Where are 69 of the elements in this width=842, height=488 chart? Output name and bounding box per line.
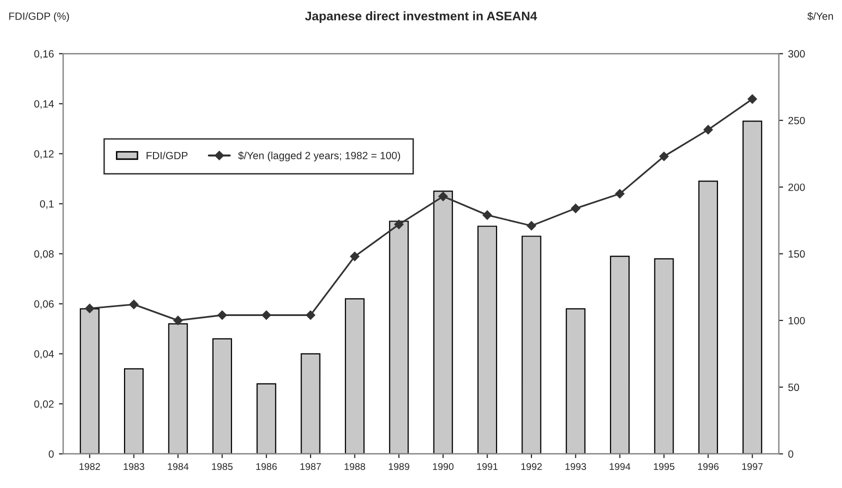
x-tick-label: 1990 bbox=[433, 463, 454, 470]
x-tick-label: 1994 bbox=[610, 463, 630, 470]
point bbox=[615, 189, 624, 198]
point bbox=[571, 204, 580, 214]
y-tick-label: 0,06 bbox=[34, 300, 54, 309]
y2-tick-label: 0 bbox=[788, 450, 794, 458]
bar bbox=[300, 353, 320, 454]
bar bbox=[610, 256, 630, 454]
point bbox=[262, 310, 271, 320]
x-tick-label: 1995 bbox=[654, 463, 674, 470]
y-tick-label: 0 bbox=[48, 450, 54, 458]
x-tick-label: 1992 bbox=[521, 463, 542, 470]
point bbox=[306, 310, 316, 320]
x-tick-label: 1993 bbox=[566, 463, 586, 470]
bar bbox=[344, 298, 365, 454]
point bbox=[748, 94, 757, 104]
point bbox=[438, 192, 448, 202]
bar bbox=[433, 190, 453, 454]
y-tick-label: 0,08 bbox=[34, 250, 54, 259]
x-tick-label: 1987 bbox=[300, 463, 321, 470]
y-tick-label: 0,1 bbox=[40, 200, 54, 209]
bar bbox=[698, 180, 718, 454]
x-tick-label: 1996 bbox=[698, 463, 719, 470]
x-tick-label: 1983 bbox=[124, 463, 144, 470]
y2-axis-title: $/Yen bbox=[807, 12, 833, 20]
legend-label: FDI/GDP bbox=[146, 152, 188, 160]
point bbox=[129, 300, 138, 310]
y2-tick-label: 200 bbox=[788, 184, 805, 191]
y-tick-label: 0,02 bbox=[34, 400, 54, 409]
legend-label: $/Yen (lagged 2 years; 1982 = 100) bbox=[238, 151, 400, 162]
x-tick-label: 1989 bbox=[388, 463, 410, 470]
bar bbox=[256, 383, 276, 454]
x-tick-label: 1986 bbox=[256, 463, 277, 470]
bar bbox=[522, 236, 542, 454]
x-tick-label: 1988 bbox=[344, 463, 366, 470]
y-tick-label: 0,04 bbox=[34, 350, 54, 359]
y-tick-label: 0,14 bbox=[34, 100, 54, 109]
bar bbox=[80, 308, 100, 454]
point bbox=[85, 304, 94, 314]
point bbox=[394, 220, 404, 230]
bar bbox=[566, 308, 586, 454]
y-tick-label: 0,16 bbox=[34, 50, 54, 59]
point bbox=[173, 316, 183, 326]
x-tick-label: 1985 bbox=[212, 463, 233, 470]
bar bbox=[212, 338, 232, 454]
bar bbox=[124, 368, 144, 454]
bar bbox=[168, 323, 188, 454]
x-tick-label: 1991 bbox=[477, 463, 498, 470]
bar bbox=[742, 120, 762, 454]
y2-tick-label: 250 bbox=[788, 116, 805, 124]
y2-tick-label: 300 bbox=[788, 50, 805, 58]
point bbox=[482, 210, 492, 220]
point bbox=[526, 221, 536, 230]
bar bbox=[389, 220, 409, 454]
chart-title: Japanese direct investment in ASEAN4 bbox=[305, 11, 538, 23]
x-tick-label: 1982 bbox=[80, 463, 100, 470]
y-axis-title: FDI/GDP (%) bbox=[9, 12, 69, 22]
y2-tick-label: 100 bbox=[788, 316, 805, 324]
bar bbox=[654, 258, 674, 454]
point bbox=[704, 125, 713, 134]
y-tick-label: 0,12 bbox=[34, 150, 54, 159]
point bbox=[350, 252, 360, 262]
bar bbox=[477, 226, 498, 454]
y2-tick-label: 150 bbox=[788, 250, 805, 258]
x-tick-label: 1984 bbox=[168, 463, 189, 470]
point bbox=[659, 152, 669, 162]
y2-tick-label: 50 bbox=[788, 384, 800, 392]
x-tick-label: 1997 bbox=[742, 463, 763, 470]
point bbox=[218, 310, 227, 320]
